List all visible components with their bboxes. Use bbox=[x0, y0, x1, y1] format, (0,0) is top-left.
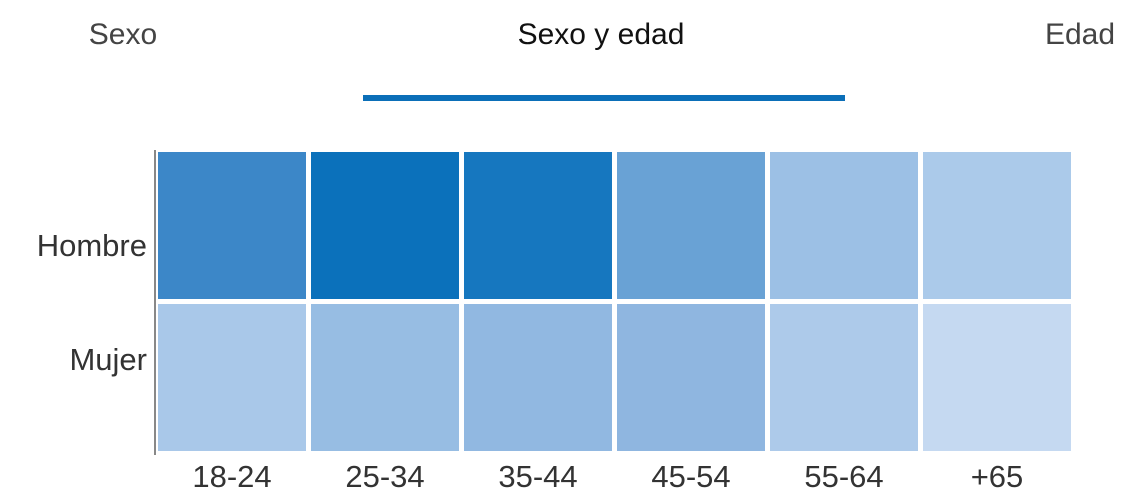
column-label: +65 bbox=[971, 459, 1024, 494]
heatmap-cell bbox=[464, 304, 612, 451]
row-label: Hombre bbox=[37, 228, 147, 263]
heatmap-cell bbox=[617, 152, 765, 299]
tab[interactable]: Sexo bbox=[89, 18, 157, 51]
heatmap-cell bbox=[617, 304, 765, 451]
column-label: 35-44 bbox=[498, 459, 577, 494]
tab[interactable]: Sexo y edad bbox=[518, 18, 685, 51]
heatmap-cell bbox=[770, 304, 918, 451]
row-label: Mujer bbox=[69, 342, 147, 377]
column-label: 45-54 bbox=[651, 459, 730, 494]
tab[interactable]: Edad bbox=[1045, 18, 1115, 51]
heatmap-cell bbox=[770, 152, 918, 299]
column-label: 55-64 bbox=[804, 459, 883, 494]
heatmap-cell bbox=[923, 152, 1071, 299]
heatmap-cell bbox=[464, 152, 612, 299]
tab-indicator bbox=[363, 95, 845, 101]
column-label: 18-24 bbox=[192, 459, 271, 494]
heatmap-cell bbox=[923, 304, 1071, 451]
heatmap-cell bbox=[158, 152, 306, 299]
heatmap-cell bbox=[311, 304, 459, 451]
heatmap-cell bbox=[158, 304, 306, 451]
heatmap-cell bbox=[311, 152, 459, 299]
column-label: 25-34 bbox=[345, 459, 424, 494]
